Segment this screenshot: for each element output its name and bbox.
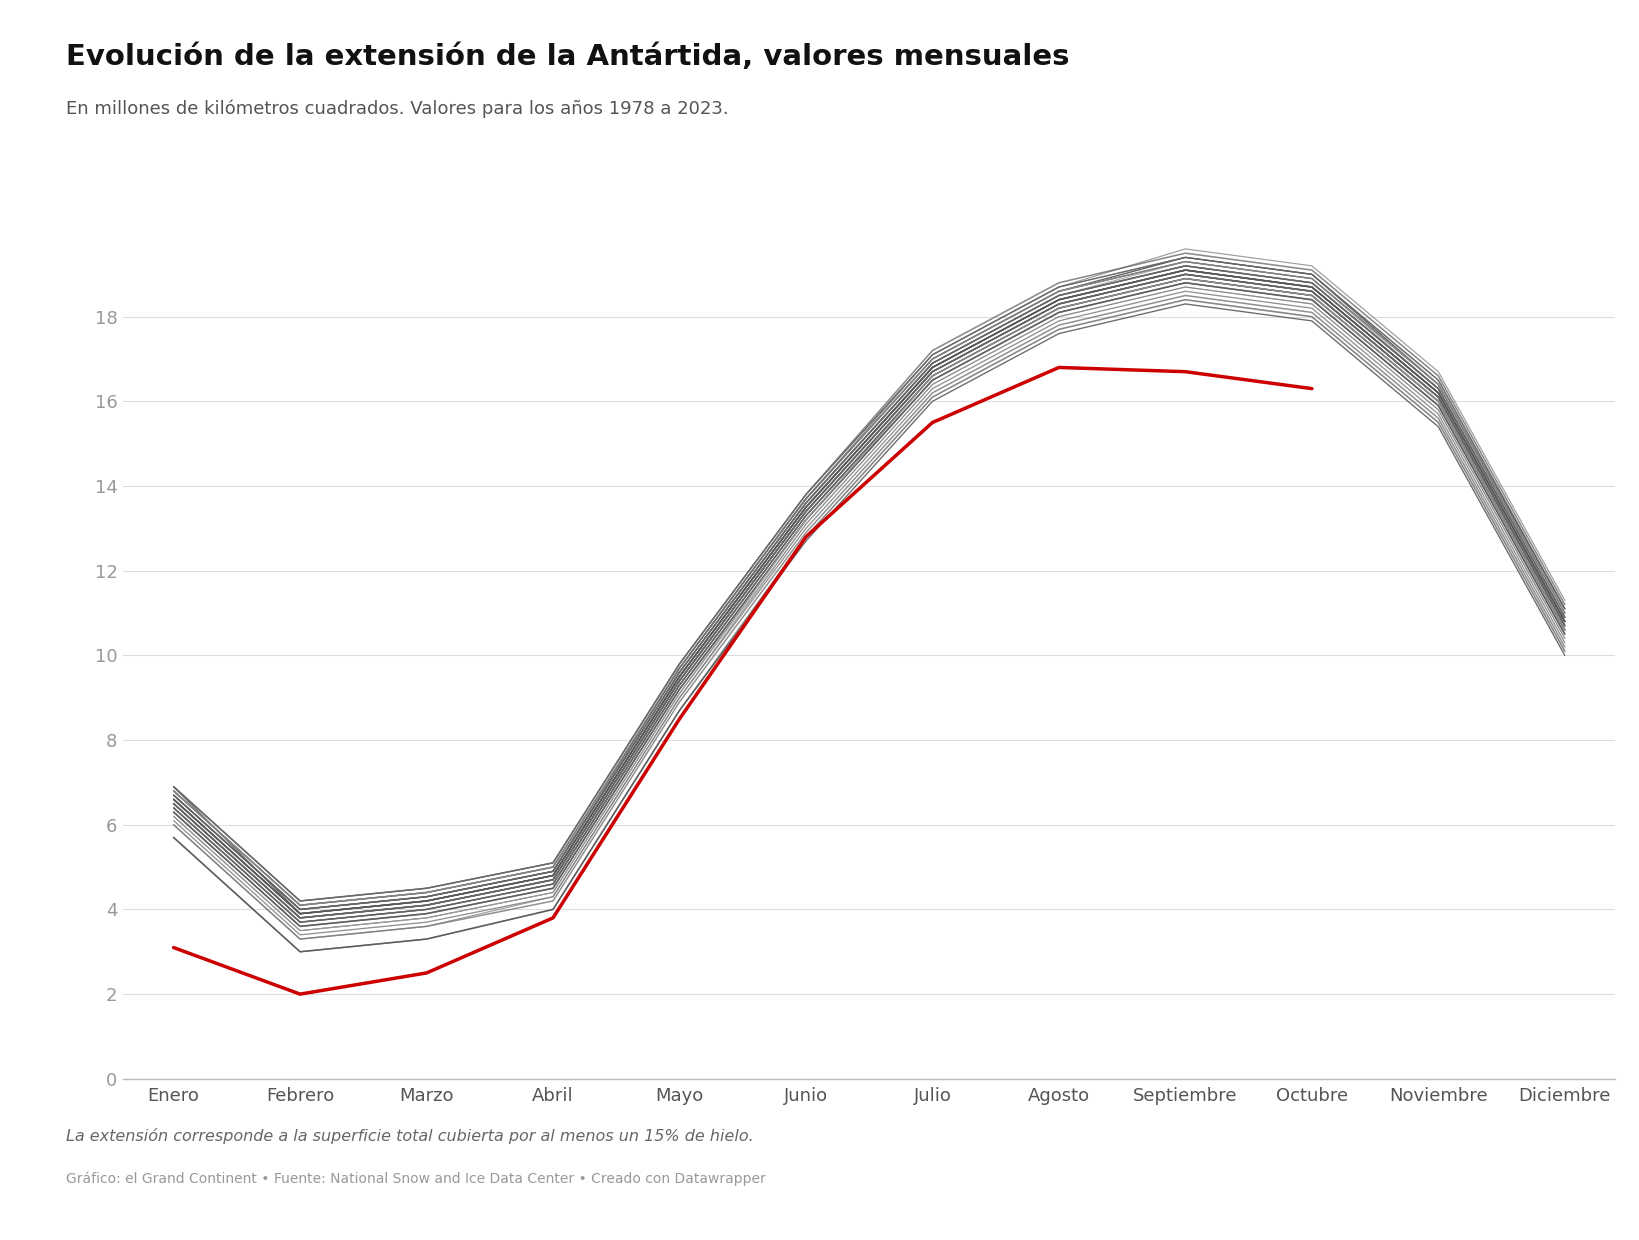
Text: La extensión corresponde a la superficie total cubierta por al menos un 15% de h: La extensión corresponde a la superficie…	[66, 1128, 752, 1145]
Text: Gráfico: el Grand Continent • Fuente: National Snow and Ice Data Center • Creado: Gráfico: el Grand Continent • Fuente: Na…	[66, 1172, 765, 1187]
Text: En millones de kilómetros cuadrados. Valores para los años 1978 a 2023.: En millones de kilómetros cuadrados. Val…	[66, 99, 728, 118]
Text: Evolución de la extensión de la Antártida, valores mensuales: Evolución de la extensión de la Antártid…	[66, 43, 1069, 72]
